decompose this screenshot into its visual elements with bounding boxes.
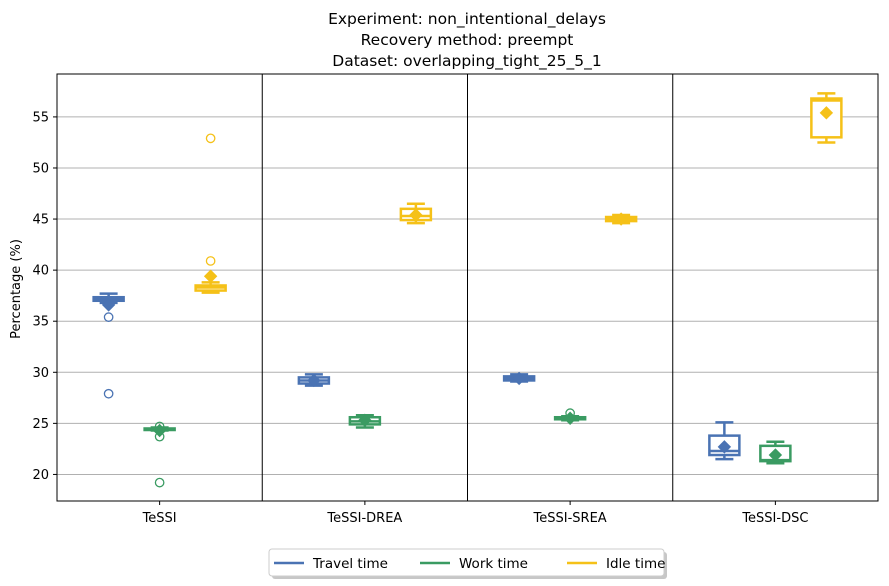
- y-tick-label: 35: [32, 315, 49, 330]
- box-element: [399, 202, 433, 225]
- series-idle-time: [194, 92, 843, 294]
- y-axis-label: Percentage (%): [9, 239, 24, 339]
- legend-item: Work time: [420, 556, 528, 572]
- x-tick-label: TeSSI-DREA: [326, 511, 402, 526]
- box-element: [553, 408, 587, 425]
- series-work-time: [143, 408, 792, 488]
- x-tick-label: TeSSI-SREA: [533, 511, 607, 526]
- mean-marker: [512, 371, 526, 386]
- y-tick-label: 55: [32, 110, 49, 125]
- y-tick-label: 25: [32, 417, 49, 432]
- outlier-point: [565, 408, 575, 418]
- outlier-point: [154, 421, 165, 432]
- mean-marker: [563, 411, 577, 425]
- title-line-3: Dataset: overlapping_tight_25_5_1: [332, 52, 601, 71]
- x-tick-label: TeSSI-DSC: [741, 511, 808, 526]
- outlier-point: [154, 431, 165, 442]
- y-tick-label: 20: [32, 468, 49, 483]
- series-travel-time: [92, 292, 741, 461]
- box-element: [604, 212, 638, 226]
- box-element: [810, 92, 843, 144]
- mean-marker: [717, 440, 732, 454]
- outlier-point: [103, 312, 114, 322]
- x-axis-ticks: TeSSI TeSSI-DREA TeSSI-SREA TeSSI-DSC: [142, 501, 808, 526]
- legend-item: Travel time: [274, 556, 388, 572]
- legend: Travel time Work time Idle time: [268, 548, 667, 579]
- outlier-point: [205, 256, 216, 266]
- mean-marker: [768, 448, 783, 462]
- box-element: [92, 292, 125, 399]
- outlier-point: [154, 477, 165, 488]
- mean-marker: [358, 413, 372, 428]
- box-element: [502, 371, 536, 386]
- box-element: [194, 133, 227, 294]
- x-tick-label: TeSSI: [142, 511, 177, 526]
- mean-marker: [409, 208, 423, 222]
- y-axis-ticks: 20 25 30 35 40 45 50 55: [32, 110, 57, 483]
- title-line-1: Experiment: non_intentional_delays: [328, 10, 606, 29]
- mean-marker: [307, 373, 321, 388]
- legend-item: Idle time: [567, 556, 665, 572]
- mean-marker: [101, 298, 116, 312]
- box-element: [143, 421, 176, 488]
- box-element: [297, 373, 331, 388]
- mean-marker: [819, 106, 834, 120]
- mean-marker: [614, 212, 628, 226]
- legend-label: Work time: [459, 556, 528, 572]
- legend-label: Idle time: [606, 556, 665, 572]
- y-tick-label: 50: [32, 161, 49, 176]
- box-element: [759, 440, 792, 465]
- box-element: [348, 413, 382, 429]
- outlier-point: [103, 388, 114, 399]
- box-plot-series: [92, 92, 843, 488]
- mean-marker: [203, 269, 218, 283]
- title-line-2: Recovery method: preempt: [361, 31, 574, 49]
- group-separators: [261, 74, 674, 501]
- y-tick-label: 40: [32, 264, 49, 279]
- legend-box: [268, 548, 665, 577]
- legend-label: Travel time: [312, 556, 388, 572]
- plot-frame: [56, 73, 879, 502]
- y-tick-label: 45: [32, 213, 49, 228]
- y-tick-label: 30: [32, 366, 49, 381]
- chart-title: Experiment: non_intentional_delays Recov…: [328, 10, 606, 71]
- box-element: [708, 421, 741, 461]
- outlier-point: [205, 133, 216, 144]
